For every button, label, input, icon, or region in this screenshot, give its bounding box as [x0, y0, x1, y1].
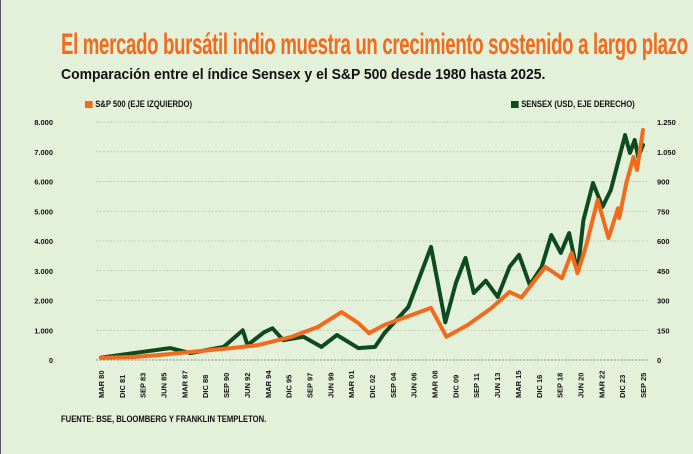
- y-left-tick-label: 6.000: [34, 178, 53, 187]
- x-tick-label: JUN 85: [160, 373, 169, 398]
- y-left-tick-label: 3.000: [34, 267, 53, 276]
- y-left-tick-label: 2.000: [34, 297, 53, 306]
- x-tick-label: MAR 08: [431, 370, 440, 398]
- legend-swatch-sp500: [85, 100, 93, 108]
- x-tick-label: JUN 06: [410, 373, 419, 398]
- legend-sp500: S&P 500 (EJE IZQUIERDO): [85, 99, 192, 109]
- x-tick-label: SEP 04: [389, 372, 398, 398]
- source-note: FUENTE: BSE, BLOOMBERG Y FRANKLIN TEMPLE…: [61, 414, 267, 424]
- sp500-line: [99, 128, 645, 360]
- x-tick-label: JUN 99: [326, 373, 335, 398]
- y-left-tick-label: 7.000: [34, 148, 53, 157]
- x-tick-label: DIC 23: [618, 375, 627, 398]
- y-right-tick-label: 150: [657, 326, 670, 335]
- x-tick-label: SEP 11: [472, 373, 481, 398]
- y-right-tick-label: 1.050: [657, 148, 676, 157]
- x-tick-label: MAR 15: [514, 370, 523, 398]
- x-tick-label: MAR 80: [97, 370, 106, 398]
- x-tick-label: MAR 01: [347, 370, 356, 398]
- y-right-tick-label: 300: [657, 297, 670, 306]
- chart-title: El mercado bursátil indio muestra un cre…: [61, 28, 688, 61]
- x-tick-label: DIC 88: [201, 375, 210, 398]
- legend-sensex: SENSEX (USD, EJE DERECHO): [511, 99, 635, 109]
- x-tick-label: SEP 97: [305, 373, 314, 398]
- x-tick-label: MAR 22: [597, 370, 606, 398]
- y-right-tick-label: 1.250: [657, 118, 676, 127]
- y-right-tick-label: 450: [657, 267, 670, 276]
- y-left-tick-label: 4.000: [34, 237, 53, 246]
- x-tick-label: DIC 81: [118, 375, 127, 398]
- y-left-tick-label: 8.000: [34, 118, 53, 127]
- x-tick-label: SEP 90: [222, 373, 231, 398]
- y-left-tick-label: 0: [49, 356, 53, 365]
- legend-swatch-sensex: [511, 100, 519, 108]
- legend-label-sp500: S&P 500 (EJE IZQUIERDO): [95, 99, 192, 109]
- x-tick-label: DIC 09: [451, 375, 460, 398]
- x-tick-label: SEP 83: [139, 373, 148, 398]
- y-right-tick-label: 900: [657, 178, 670, 187]
- x-tick-label: DIC 95: [285, 375, 294, 398]
- x-tick-label: JUN 20: [576, 373, 585, 398]
- x-tick-label: SEP 25: [639, 373, 648, 398]
- chart-subtitle: Comparación entre el índice Sensex y el …: [61, 66, 546, 83]
- x-tick-label: SEP 18: [556, 373, 565, 398]
- sensex-line: [99, 133, 645, 360]
- y-right-tick-label: 600: [657, 237, 670, 246]
- x-tick-label: DIC 16: [535, 375, 544, 398]
- y-right-tick-label: 750: [657, 207, 670, 216]
- y-right-tick-label: 0: [657, 356, 661, 365]
- y-left-tick-label: 1.000: [34, 326, 53, 335]
- legend-label-sensex: SENSEX (USD, EJE DERECHO): [521, 99, 635, 109]
- x-tick-label: MAR 87: [180, 370, 189, 398]
- x-tick-label: MAR 94: [264, 370, 273, 398]
- y-left-tick-label: 5.000: [34, 207, 53, 216]
- x-tick-label: JUN 92: [243, 373, 252, 398]
- x-tick-label: DIC 02: [368, 375, 377, 398]
- x-tick-label: JUN 13: [493, 373, 502, 398]
